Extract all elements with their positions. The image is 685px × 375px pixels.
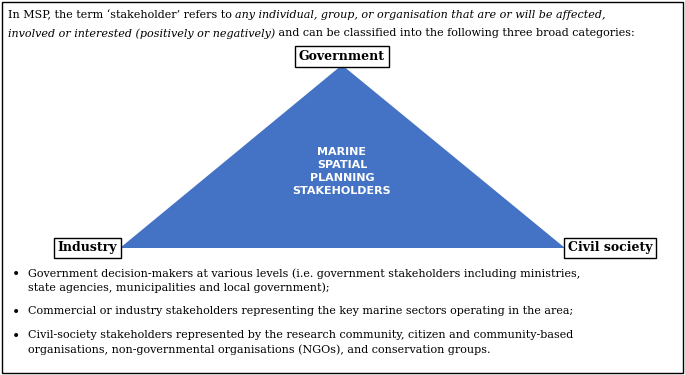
- Text: involved or interested (positively or negatively): involved or interested (positively or ne…: [8, 28, 275, 39]
- Text: Civil society: Civil society: [568, 242, 653, 255]
- Text: •: •: [12, 306, 21, 320]
- Text: Commercial or industry stakeholders representing the key marine sectors operatin: Commercial or industry stakeholders repr…: [28, 306, 573, 316]
- Text: •: •: [12, 268, 21, 282]
- Text: •: •: [12, 330, 21, 344]
- Text: PLANNING: PLANNING: [310, 173, 374, 183]
- Text: organisations, non-governmental organisations (NGOs), and conservation groups.: organisations, non-governmental organisa…: [28, 344, 490, 355]
- Text: Government decision-makers at various levels (i.e. government stakeholders inclu: Government decision-makers at various le…: [28, 268, 580, 279]
- Text: MARINE: MARINE: [318, 147, 366, 157]
- Text: SPATIAL: SPATIAL: [317, 160, 367, 170]
- Text: Industry: Industry: [58, 242, 117, 255]
- Polygon shape: [120, 65, 565, 248]
- Text: Government: Government: [299, 50, 385, 63]
- Text: and can be classified into the following three broad categories:: and can be classified into the following…: [275, 28, 635, 38]
- Text: Civil-society stakeholders represented by the research community, citizen and co: Civil-society stakeholders represented b…: [28, 330, 573, 340]
- Text: STAKEHOLDERS: STAKEHOLDERS: [292, 186, 391, 196]
- Text: any individual, group, or organisation that are or will be affected,: any individual, group, or organisation t…: [236, 10, 606, 20]
- Text: state agencies, municipalities and local government);: state agencies, municipalities and local…: [28, 282, 329, 292]
- Text: In MSP, the term ‘stakeholder’ refers to: In MSP, the term ‘stakeholder’ refers to: [8, 10, 236, 21]
